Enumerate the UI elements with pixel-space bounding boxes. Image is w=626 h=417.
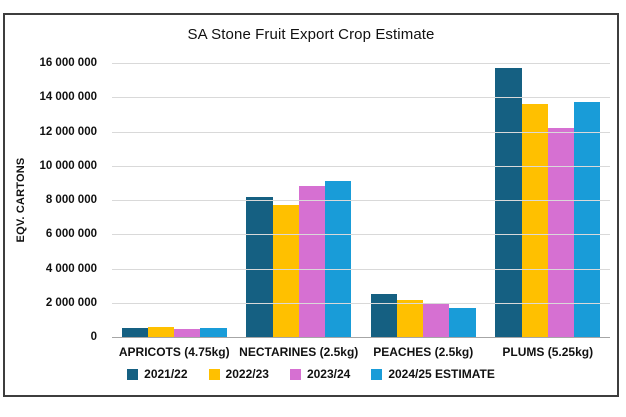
bar-groups: [112, 63, 610, 337]
y-tick-label: 6 000 000: [45, 228, 97, 241]
bar-2021-22: [495, 68, 522, 337]
x-axis-category-labels: APRICOTS (4.75kg) NECTARINES (2.5kg) PEACH…: [112, 345, 610, 361]
legend-swatch-icon: [127, 368, 139, 380]
bar-2023-24: [298, 186, 325, 337]
legend-item: 2022/23: [208, 367, 269, 381]
y-tick-label: 16 000 000: [39, 57, 97, 69]
bar-2022-23: [148, 326, 175, 337]
category-label: NECTARINES (2.5kg): [239, 345, 359, 359]
bar-2022-23: [521, 104, 548, 337]
category-label: PLUMS (5.25kg): [502, 345, 594, 359]
bar-group: [486, 63, 611, 337]
chart-title: SA Stone Fruit Export Crop Estimate: [187, 26, 435, 43]
y-axis-tick-labels: 0 2 000 000 4 000 000 6 000 000 8 000 000 10 …: [5, 57, 106, 343]
bar-2021-22: [246, 196, 273, 337]
gridline: [112, 268, 610, 270]
category-label: APRICOTS (4.75kg): [118, 345, 230, 359]
gridline: [112, 63, 610, 64]
x-axis-baseline: [112, 337, 610, 338]
legend-item: 2024/25 ESTIMATE: [371, 367, 495, 381]
bar-group: [361, 63, 486, 337]
legend: 2021/22 2022/23 2023/24 2024/25 ESTIMATE: [5, 367, 617, 381]
bar-group: [237, 63, 362, 337]
gridline: [112, 131, 610, 133]
gridline: [112, 165, 610, 167]
bar-2024-25-estimate: [324, 181, 352, 337]
gridline: [112, 97, 610, 99]
bar-2023-24: [547, 128, 574, 337]
bar-2021-22: [370, 294, 398, 337]
y-tick-label: 12 000 000: [39, 125, 97, 138]
legend-label: 2021/22: [144, 367, 188, 381]
category-label: PEACHES (2.5kg): [373, 345, 474, 359]
y-tick-label: 10 000 000: [39, 159, 97, 172]
y-tick-label: 2 000 000: [45, 296, 97, 309]
gridline: [112, 234, 610, 236]
legend-item: 2021/22: [127, 367, 188, 381]
bar-2022-23: [397, 300, 424, 337]
legend-label: 2024/25 ESTIMATE: [388, 367, 495, 381]
legend-item: 2023/24: [289, 367, 351, 381]
bar-2024-25-estimate: [200, 328, 227, 337]
legend-label: 2022/23: [225, 367, 269, 381]
y-tick-label: 0: [90, 331, 97, 343]
legend-label: 2023/24: [306, 367, 351, 381]
bar-2022-23: [272, 205, 299, 337]
gridline: [112, 302, 610, 304]
y-tick-label: 14 000 000: [39, 91, 97, 104]
legend-swatch-icon: [289, 368, 301, 380]
bar-2023-24: [423, 304, 450, 337]
bar-2021-22: [121, 327, 149, 337]
plot-area: [112, 63, 610, 338]
legend-swatch-icon: [208, 368, 220, 380]
legend-swatch-icon: [371, 368, 383, 380]
gridline: [112, 200, 610, 201]
y-tick-label: 8 000 000: [45, 194, 97, 206]
bar-2024-25-estimate: [573, 102, 601, 337]
bar-2023-24: [174, 329, 201, 337]
bar-group: [112, 63, 237, 337]
y-tick-label: 4 000 000: [45, 262, 97, 275]
chart-frame: SA Stone Fruit Export Crop Estimate EQV.…: [3, 13, 619, 397]
bar-2024-25-estimate: [449, 307, 476, 337]
